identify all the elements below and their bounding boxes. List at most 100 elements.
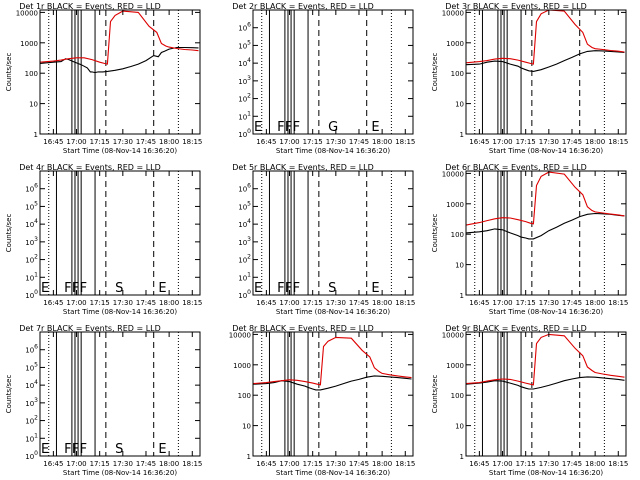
chart-title: Det 4r BLACK = Events, RED = LLD: [19, 163, 161, 172]
series-lld-line: [39, 10, 199, 65]
x-tick-label: 17:00: [66, 299, 86, 307]
panel-det-8: Det 8r BLACK = Events, RED = LLD 1 10 100 10…: [229, 324, 416, 477]
x-tick-label: 17:45: [562, 299, 582, 307]
flag-label: E: [158, 281, 166, 296]
plot-frame: [39, 9, 201, 135]
x-tick-label: 17:15: [90, 138, 110, 146]
plot-frame: [252, 170, 414, 296]
y-axis-label: Counts/sec: [5, 214, 13, 253]
x-tick-label: 17:15: [516, 299, 536, 307]
y-tick-label: 101: [25, 271, 38, 282]
chart-title: Det 6r BLACK = Events, RED = LLD: [445, 163, 587, 172]
x-tick-label: 16:45: [256, 460, 276, 468]
flag-label: F: [277, 281, 284, 296]
y-tick-label: 100: [451, 392, 464, 400]
flag-label: F: [293, 120, 300, 135]
x-tick-label: 17:30: [539, 138, 559, 146]
x-tick-label: 17:00: [66, 460, 86, 468]
y-tick-label: 106: [25, 183, 38, 194]
x-tick-label: 17:30: [113, 138, 133, 146]
x-tick-label: 17:15: [90, 460, 110, 468]
chart-title: Det 2r BLACK = Events, RED = LLD: [232, 2, 374, 11]
x-tick-label: 17:00: [279, 460, 299, 468]
x-tick-label: 17:30: [113, 460, 133, 468]
x-tick-label: 16:45: [469, 460, 489, 468]
x-tick-label: 17:45: [349, 138, 369, 146]
y-tick-label: 100: [238, 289, 251, 300]
y-tick-label: 104: [238, 57, 251, 68]
x-tick-label: 17:15: [303, 460, 323, 468]
series-events-line: [465, 50, 625, 72]
plot-frame: [39, 331, 201, 457]
x-tick-label: 16:45: [43, 138, 63, 146]
x-tick-label: 17:15: [516, 138, 536, 146]
y-tick-label: 1000: [446, 362, 464, 370]
y-tick-label: 103: [25, 397, 38, 408]
x-tick-label: 17:45: [136, 138, 156, 146]
y-tick-label: 105: [238, 200, 251, 211]
x-tick-label: 16:45: [469, 299, 489, 307]
y-tick-label: 101: [238, 110, 251, 121]
flag-label: E: [371, 120, 379, 135]
x-tick-label: 18:00: [372, 460, 392, 468]
x-tick-label: 16:45: [256, 299, 276, 307]
y-axis-label: Counts/sec: [431, 214, 439, 253]
x-tick-label: 18:15: [395, 138, 415, 146]
x-axis-label: Start Time (08-Nov-14 16:36:20): [276, 308, 390, 316]
flag-label: F: [64, 442, 71, 457]
x-axis-label: Start Time (08-Nov-14 16:36:20): [276, 147, 390, 155]
y-tick-label: 104: [25, 218, 38, 229]
flag-label: F: [285, 281, 292, 296]
flag-label: E: [41, 442, 49, 457]
flag-label: S: [115, 442, 123, 457]
y-tick-label: 105: [25, 361, 38, 372]
y-tick-label: 10: [455, 262, 464, 270]
y-tick-label: 102: [25, 415, 38, 426]
chart-title: Det 9r BLACK = Events, RED = LLD: [445, 324, 587, 333]
y-tick-label: 1000: [446, 40, 464, 48]
x-tick-label: 17:30: [539, 460, 559, 468]
flag-label: F: [72, 281, 79, 296]
y-tick-label: 1: [247, 453, 251, 461]
y-tick-label: 10: [29, 101, 38, 109]
y-tick-label: 104: [25, 379, 38, 390]
x-tick-label: 18:00: [372, 299, 392, 307]
x-tick-label: 18:00: [585, 138, 605, 146]
flag-label: S: [115, 281, 123, 296]
x-tick-label: 18:00: [372, 138, 392, 146]
x-tick-label: 17:00: [492, 138, 512, 146]
y-tick-label: 103: [238, 236, 251, 247]
x-tick-label: 17:15: [516, 460, 536, 468]
x-tick-label: 17:30: [326, 460, 346, 468]
y-tick-label: 101: [25, 432, 38, 443]
x-tick-label: 16:45: [469, 138, 489, 146]
chart-title: Det 8r BLACK = Events, RED = LLD: [232, 324, 374, 333]
x-tick-label: 17:00: [279, 138, 299, 146]
x-tick-label: 18:15: [182, 460, 202, 468]
flag-label: E: [254, 120, 262, 135]
plot-frame: [39, 170, 201, 296]
x-axis-label: Start Time (08-Nov-14 16:36:20): [63, 147, 177, 155]
plot-frame: [252, 9, 414, 135]
y-tick-label: 1000: [233, 362, 251, 370]
panel-det-3: Det 3r BLACK = Events, RED = LLD 1 10 100 10…: [431, 2, 628, 155]
y-tick-label: 1000: [446, 201, 464, 209]
x-tick-label: 18:15: [182, 299, 202, 307]
x-tick-label: 17:00: [279, 299, 299, 307]
series-events-line: [465, 376, 625, 390]
y-tick-label: 10000: [442, 9, 464, 17]
y-tick-label: 106: [25, 344, 38, 355]
panel-det-9: Det 9r BLACK = Events, RED = LLD 1 10 100 10…: [431, 324, 628, 477]
x-tick-label: 17:45: [562, 460, 582, 468]
y-axis-label: Counts/sec: [431, 53, 439, 92]
y-tick-label: 10: [455, 423, 464, 431]
y-tick-label: 10000: [229, 331, 251, 339]
flag-label: F: [277, 120, 284, 135]
x-tick-label: 17:45: [562, 138, 582, 146]
flag-label: S: [328, 281, 336, 296]
y-tick-label: 105: [238, 39, 251, 50]
flag-label: F: [293, 281, 300, 296]
y-tick-label: 100: [25, 289, 38, 300]
